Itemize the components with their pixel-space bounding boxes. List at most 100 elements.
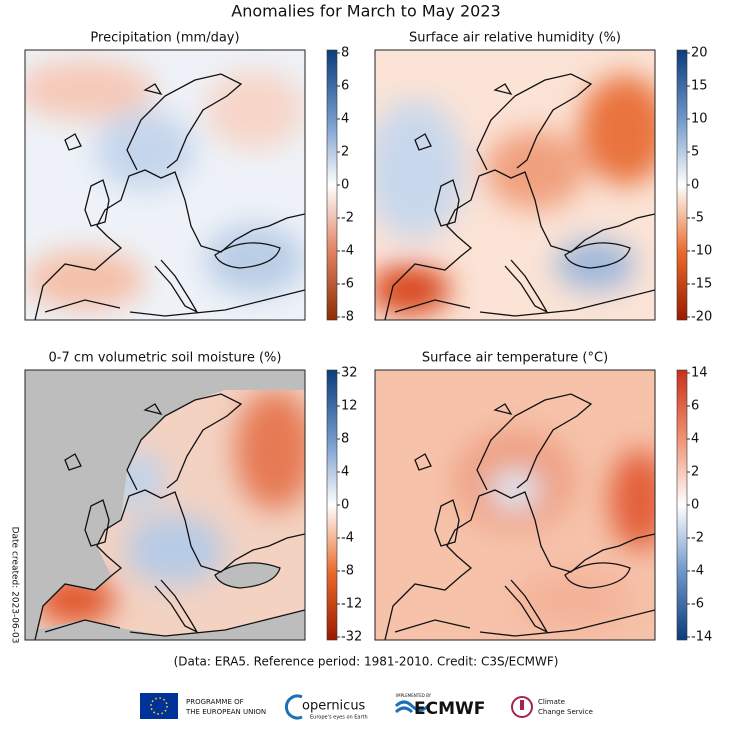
colorbar-tick-label: 4	[341, 465, 349, 480]
coastline	[564, 242, 631, 269]
map-field	[375, 50, 655, 320]
colorbar	[676, 369, 688, 641]
c3s-thermo	[520, 700, 524, 710]
colorbar-tick-label: 5	[691, 145, 699, 160]
colorbar-tick-label: 8	[341, 432, 349, 447]
coastline	[384, 489, 655, 640]
coastline	[564, 562, 631, 589]
coastline	[476, 393, 593, 491]
coastline	[143, 83, 163, 96]
sea-mask	[215, 562, 280, 588]
coastline	[434, 179, 460, 227]
colorbar-tick-label: -4	[341, 531, 354, 546]
coastline	[384, 169, 655, 320]
coastline	[44, 609, 305, 637]
colorbar-tick-label: 12	[341, 399, 358, 414]
panel-title: 0-7 cm volumetric soil moisture (%)	[49, 351, 282, 366]
coastline	[64, 133, 82, 151]
anomaly-blob	[205, 70, 305, 150]
anomaly-blob	[555, 240, 635, 290]
anomaly-blob	[375, 100, 465, 240]
copernicus-tagline: Europe's eyes on Earth	[310, 715, 368, 721]
colorbar	[676, 49, 688, 321]
coastline	[126, 393, 243, 491]
panel-title: Precipitation (mm/day)	[90, 31, 239, 46]
colorbar-tick-label: -20	[691, 310, 712, 325]
colorbar-tick-label: 0	[691, 498, 699, 513]
ecmwf-note: IMPLEMENTED BY	[396, 693, 432, 698]
ecmwf-waves	[394, 700, 430, 714]
colorbar	[326, 49, 338, 321]
anomaly-blob	[515, 570, 635, 630]
anomaly-blob	[95, 110, 195, 190]
colorbar-tick-label: 2	[691, 465, 699, 480]
anomaly-blob	[375, 265, 450, 315]
anomaly-blob	[125, 515, 225, 585]
panel-title: Surface air relative humidity (%)	[409, 31, 621, 46]
copernicus-arc	[284, 694, 303, 720]
eu-text: THE EUROPEAN UNION	[185, 708, 266, 716]
colorbar-tick-label: 2	[341, 145, 349, 160]
coastline	[394, 289, 655, 317]
coastline	[44, 289, 305, 317]
colorbar-tick-label: -6	[691, 597, 704, 612]
map-field	[25, 50, 305, 320]
colorbar-tick-label: -14	[691, 630, 712, 645]
coastline	[394, 609, 655, 637]
eu-stars	[150, 697, 168, 715]
coastline	[493, 403, 513, 416]
c3s-text: Climate	[538, 698, 565, 706]
map-panel	[374, 369, 656, 641]
map-frame	[24, 369, 306, 641]
anomaly-blob	[235, 390, 305, 510]
eu-flag	[140, 693, 178, 719]
c3s-icon	[511, 696, 533, 718]
coastline	[414, 453, 432, 471]
colorbar-tick-label: 32	[341, 366, 358, 381]
logos: PROGRAMME OF THE EUROPEAN UNION opernicu…	[140, 693, 593, 721]
sea-mask	[25, 610, 305, 640]
anomaly-blob	[205, 225, 305, 295]
colorbar-tick-label: 0	[341, 498, 349, 513]
coastline	[214, 242, 281, 269]
sea-mask	[25, 370, 305, 640]
colorbar-tick-label: 10	[691, 112, 708, 127]
map-field	[375, 370, 655, 640]
colorbar-tick-label: -8	[341, 310, 354, 325]
colorbar-tick-label: -2	[691, 531, 704, 546]
map-panel	[24, 49, 306, 321]
colorbar-tick-label: -6	[341, 277, 354, 292]
colorbar-tick-label: 14	[691, 366, 708, 381]
coastline	[143, 403, 163, 416]
anomaly-blob	[610, 450, 655, 550]
coastline	[154, 259, 199, 314]
map-frame	[374, 49, 656, 321]
coastline	[434, 499, 460, 547]
colorbar-tick-label: -2	[341, 211, 354, 226]
c3s-text: Change Service	[538, 708, 593, 716]
anomaly-blob	[25, 250, 145, 310]
coastline	[154, 579, 199, 634]
copernicus-text: opernicus	[302, 699, 366, 714]
colorbar-tick-label: 6	[341, 79, 349, 94]
panel-title: Surface air temperature (°C)	[422, 351, 608, 366]
footer-credit: (Data: ERA5. Reference period: 1981-2010…	[174, 655, 559, 669]
coastline	[34, 169, 305, 320]
coastline	[84, 179, 110, 227]
anomaly-blob	[580, 75, 655, 185]
colorbar-tick-label: 4	[341, 112, 349, 127]
colorbar-tick-label: -5	[691, 211, 704, 226]
colorbar-tick-label: 4	[691, 432, 699, 447]
colorbar-tick-label: -12	[341, 597, 362, 612]
coastline	[34, 489, 305, 640]
figure-title: Anomalies for March to May 2023	[231, 2, 500, 21]
colorbar-tick-label: 6	[691, 399, 699, 414]
coastline	[64, 453, 82, 471]
coastline	[414, 133, 432, 151]
map-panel	[374, 49, 656, 321]
colorbar-tick-label: -8	[341, 564, 354, 579]
colorbar-tick-label: 15	[691, 79, 708, 94]
ecmwf-text: ECMWF	[414, 699, 485, 719]
colorbar-tick-label: -32	[341, 630, 362, 645]
